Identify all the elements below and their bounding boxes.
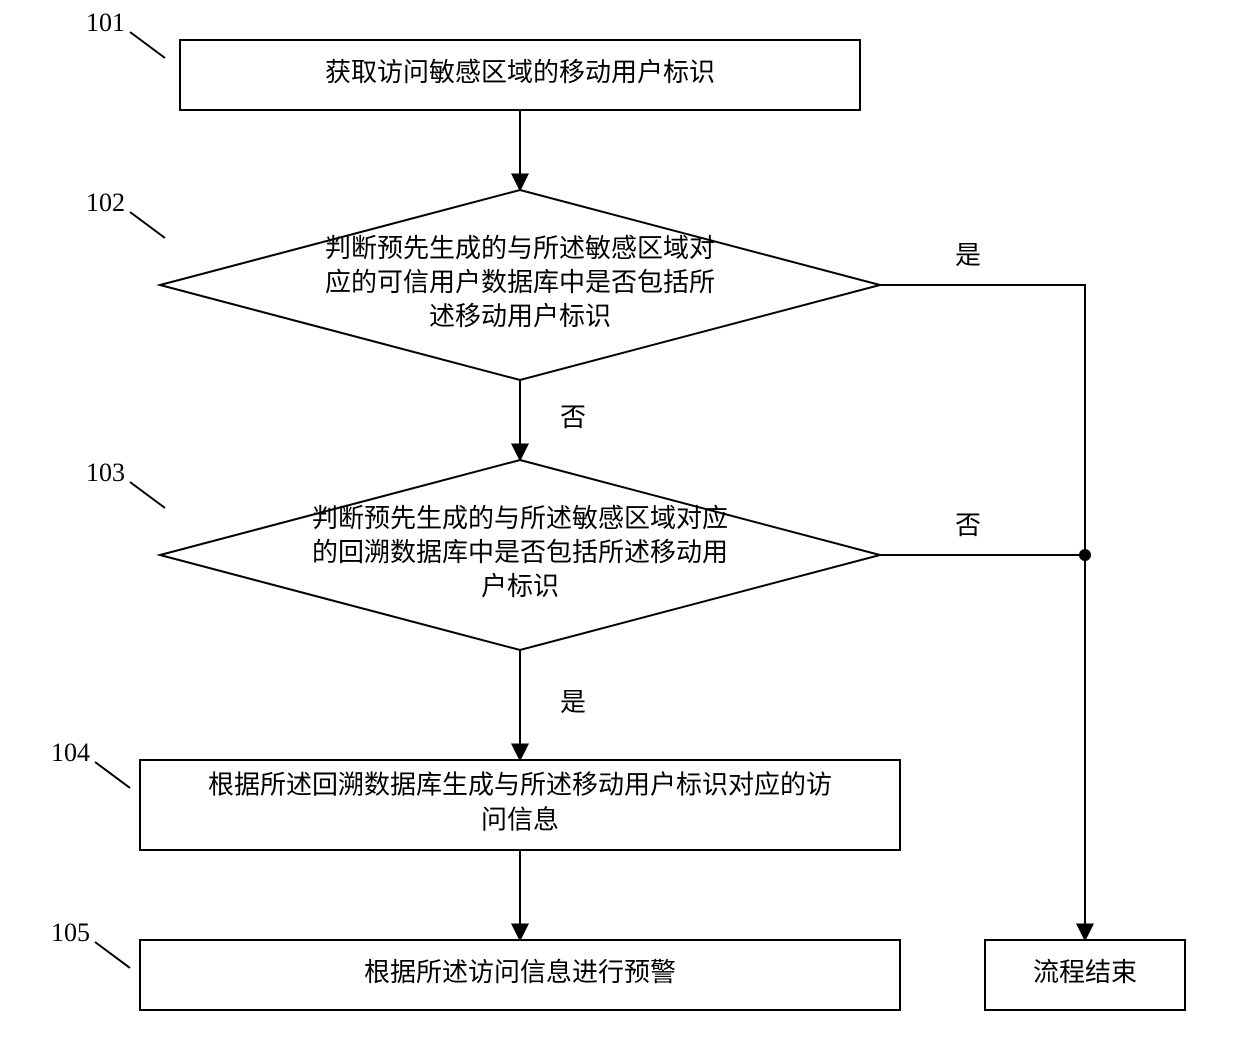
step-label-n104: 104 bbox=[51, 738, 90, 767]
flow-box-text-end: 流程结束 bbox=[1033, 958, 1137, 987]
flow-box-text-n104: 问信息 bbox=[481, 806, 559, 835]
svg-text:是: 是 bbox=[955, 241, 981, 270]
step-label-n103: 103 bbox=[86, 458, 125, 487]
flow-decision-text-n102: 应的可信用户数据库中是否包括所 bbox=[325, 268, 715, 297]
flow-box-text-n105: 根据所述访问信息进行预警 bbox=[364, 958, 676, 987]
flow-decision-text-n102: 判断预先生成的与所述敏感区域对 bbox=[325, 234, 715, 263]
flow-box-text-n104: 根据所述回溯数据库生成与所述移动用户标识对应的访 bbox=[208, 770, 832, 799]
flow-decision-text-n102: 述移动用户标识 bbox=[429, 302, 611, 331]
step-label-n101: 101 bbox=[86, 8, 125, 37]
svg-text:否: 否 bbox=[560, 403, 586, 432]
flow-decision-text-n103: 的回溯数据库中是否包括所述移动用 bbox=[312, 538, 728, 567]
step-label-n105: 105 bbox=[51, 918, 90, 947]
svg-text:否: 否 bbox=[955, 511, 981, 540]
flow-box-text-n101: 获取访问敏感区域的移动用户标识 bbox=[325, 58, 715, 87]
step-label-n102: 102 bbox=[86, 188, 125, 217]
flow-decision-text-n103: 户标识 bbox=[481, 572, 559, 601]
svg-text:是: 是 bbox=[560, 688, 586, 717]
flow-decision-text-n103: 判断预先生成的与所述敏感区域对应 bbox=[312, 504, 728, 533]
